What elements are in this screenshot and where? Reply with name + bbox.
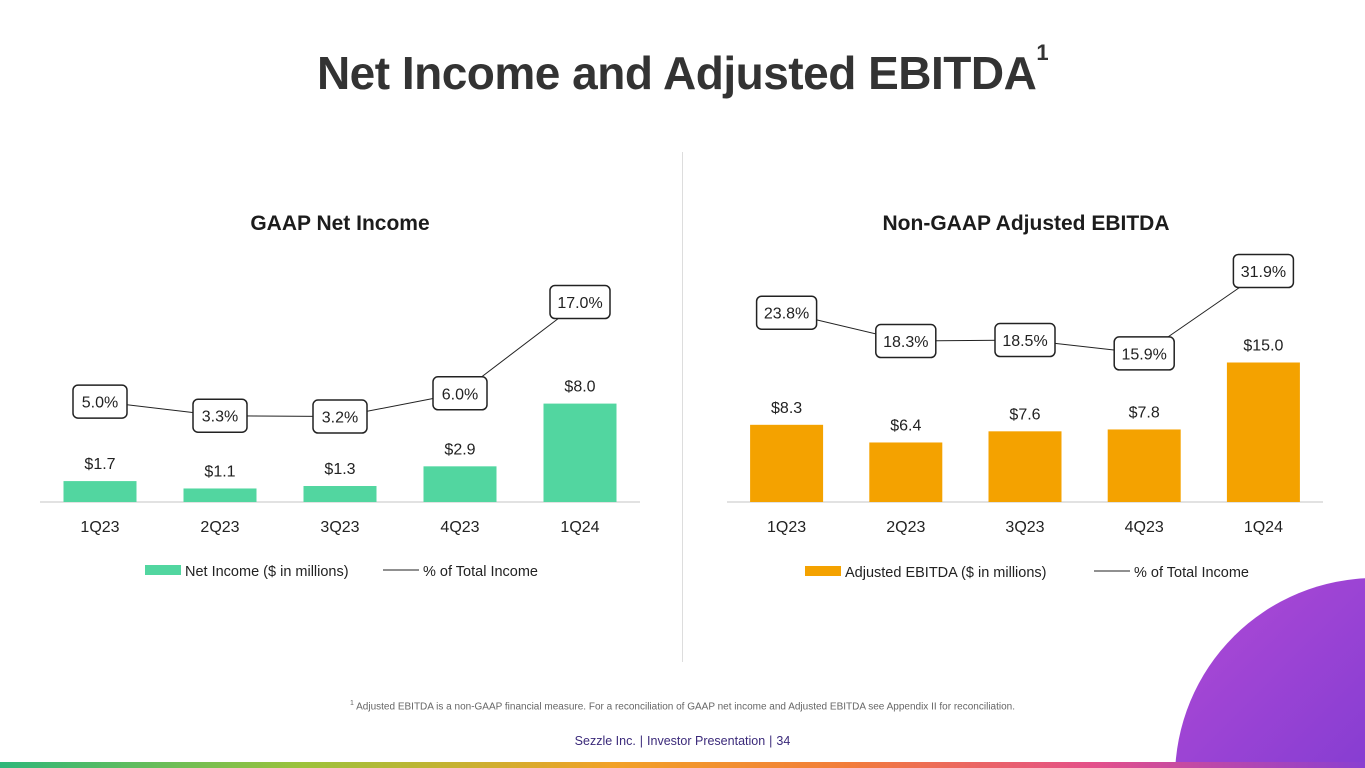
bar <box>423 466 497 502</box>
legend-bar-swatch <box>145 565 181 575</box>
percent-data-label: 31.9% <box>1241 264 1286 281</box>
percent-data-label: 6.0% <box>442 386 478 403</box>
bar <box>543 403 617 502</box>
footnote: 1 Adjusted EBITDA is a non-GAAP financia… <box>349 700 1015 713</box>
percent-point-box <box>994 322 1056 358</box>
bar <box>869 442 943 502</box>
percent-data-label: 3.3% <box>202 409 238 426</box>
bar-value-label: $7.8 <box>1129 404 1160 421</box>
decorative-gradient-bar <box>0 762 1365 768</box>
bar <box>63 481 137 502</box>
category-tick-label: 1Q24 <box>560 519 599 536</box>
bar-value-label: $6.4 <box>890 417 921 434</box>
bar-value-label: $8.3 <box>771 400 802 417</box>
net-income-chart: $1.7 1Q23 $1.1 2Q23 $1.3 3Q23 $2.9 4Q23 $8.0 1Q24… <box>40 284 640 580</box>
bar <box>988 431 1062 502</box>
percent-point-box <box>312 399 368 434</box>
category-tick-label: 3Q23 <box>320 519 359 536</box>
percent-point-box <box>875 323 937 359</box>
category-tick-label: 1Q24 <box>1244 519 1283 536</box>
footnote-marker: 1 <box>349 700 354 707</box>
bar <box>1107 429 1181 502</box>
chart-title-adjusted-ebitda: Non-GAAP Adjusted EBITDA <box>882 212 1170 235</box>
chart-title-net-income: GAAP Net Income <box>250 212 430 235</box>
bar <box>303 486 377 502</box>
percent-point-box <box>755 295 818 330</box>
bar-value-label: $1.1 <box>204 463 235 480</box>
category-tick-label: 1Q23 <box>767 519 806 536</box>
legend-line-label: % of Total Income <box>423 564 538 580</box>
bar-value-label: $1.3 <box>324 461 355 478</box>
bar-value-label: $1.7 <box>84 456 115 473</box>
adjusted-ebitda-chart: $8.3 1Q23 $6.4 2Q23 $7.6 3Q23 $7.8 4Q23 $15.0 1Q2… <box>727 253 1323 581</box>
center-divider <box>682 152 683 662</box>
legend-bar-label: Adjusted EBITDA ($ in millions) <box>845 565 1046 581</box>
bar-value-label: $7.6 <box>1009 406 1040 423</box>
percent-data-label: 23.8% <box>764 306 809 323</box>
category-tick-label: 4Q23 <box>1125 519 1164 536</box>
bar <box>750 424 824 502</box>
bar-value-label: $2.9 <box>444 441 475 458</box>
percent-data-label: 17.0% <box>557 295 602 312</box>
footer-page-number: 34 <box>776 734 791 748</box>
percent-point-box <box>1232 253 1295 289</box>
decorative-corner-swoosh <box>1165 578 1365 768</box>
legend-bar-label: Net Income ($ in millions) <box>185 564 349 580</box>
bar <box>183 488 257 502</box>
percent-point-box <box>432 376 488 411</box>
percent-data-label: 18.5% <box>1002 333 1047 350</box>
category-tick-label: 4Q23 <box>440 519 479 536</box>
page-title: Net Income and Adjusted EBITDA1 <box>316 40 1049 99</box>
category-tick-label: 2Q23 <box>886 519 925 536</box>
footer-section: Investor Presentation <box>647 734 766 748</box>
legend-bar-swatch <box>805 566 841 576</box>
category-tick-label: 2Q23 <box>200 519 239 536</box>
bar-value-label: $15.0 <box>1243 338 1283 355</box>
footer-company: Sezzle Inc. <box>574 734 636 748</box>
category-tick-label: 3Q23 <box>1005 519 1044 536</box>
percent-point-box <box>549 284 611 320</box>
percent-data-label: 15.9% <box>1122 346 1167 363</box>
bar <box>1226 362 1300 502</box>
percent-data-label: 18.3% <box>883 334 928 351</box>
percent-point-box <box>1113 336 1175 371</box>
percent-point-box <box>192 398 248 433</box>
percent-data-label: 3.2% <box>322 410 358 427</box>
category-tick-label: 1Q23 <box>80 519 119 536</box>
percent-point-box <box>72 384 128 419</box>
footer: Sezzle Inc. | Investor Presentation | 34 <box>574 734 791 748</box>
title-footnote-marker: 1 <box>1036 40 1049 65</box>
legend-line-label: % of Total Income <box>1134 565 1249 581</box>
bar-value-label: $8.0 <box>564 379 595 396</box>
percent-data-label: 5.0% <box>82 395 118 412</box>
